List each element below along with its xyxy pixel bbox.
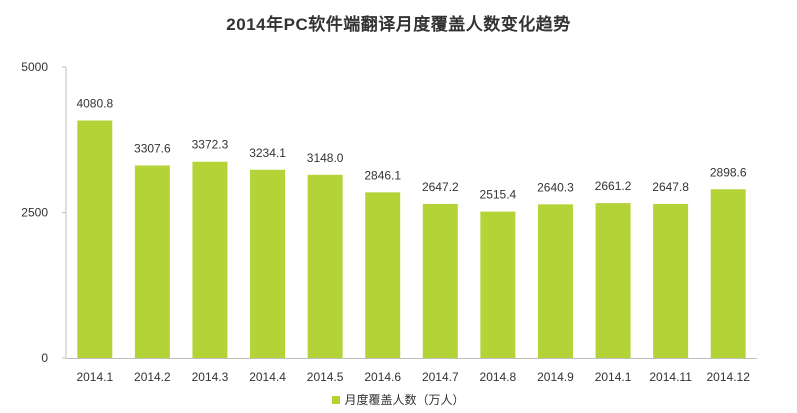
y-tick-label: 5000 [21,60,48,74]
legend-swatch [332,395,341,404]
data-label: 4080.8 [76,96,113,110]
y-tick-label: 0 [41,351,48,365]
legend: 月度覆盖人数（万人） [0,391,797,408]
data-label: 2515.4 [480,188,517,202]
data-label: 2898.6 [710,165,747,179]
y-tick-label: 2500 [21,206,48,220]
data-label: 3372.3 [192,138,229,152]
data-label: 3234.1 [249,146,286,160]
x-tick-label: 2014.2 [134,370,171,384]
bar [710,189,746,358]
data-label: 2647.8 [652,180,689,194]
x-tick-label: 2014.1 [595,370,632,384]
x-tick-label: 2014.11 [649,370,692,384]
bar [77,120,113,358]
bar [250,169,286,358]
data-label: 3148.0 [307,151,344,165]
chart-title: 2014年PC软件端翻译月度覆盖人数变化趋势 [226,15,571,34]
bar [480,211,516,358]
bar [307,174,343,358]
bar [134,165,170,358]
legend-label: 月度覆盖人数（万人） [344,393,465,407]
data-label: 2640.3 [537,180,574,194]
bar [653,203,689,358]
x-tick-label: 2014.9 [537,370,574,384]
data-label: 2661.2 [595,179,632,193]
x-tick-label: 2014.8 [480,370,517,384]
x-tick-label: 2014.4 [249,370,286,384]
bar [365,192,401,358]
bar [422,203,458,358]
data-label: 2647.2 [422,180,459,194]
data-label: 2846.1 [364,168,401,182]
x-tick-label: 2014.3 [192,370,229,384]
x-tick-label: 2014.1 [76,370,113,384]
x-tick-label: 2014.12 [707,370,751,384]
x-tick-label: 2014.7 [422,370,459,384]
bar [192,161,228,358]
data-label: 3307.6 [134,141,171,155]
x-tick-label: 2014.6 [364,370,401,384]
bar [595,203,631,358]
bar [537,204,573,358]
x-tick-label: 2014.5 [307,370,344,384]
